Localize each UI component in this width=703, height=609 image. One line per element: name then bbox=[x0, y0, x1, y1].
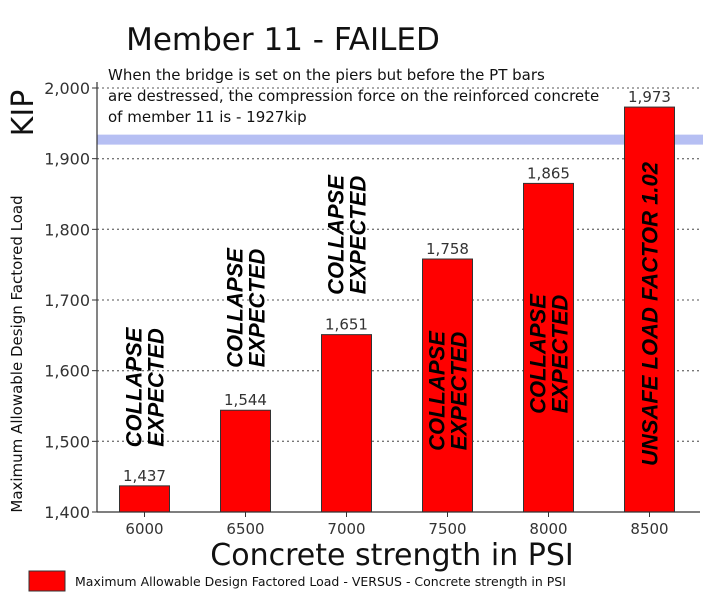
bar-note-text: COLLAPSE bbox=[122, 326, 147, 447]
annotation-layer: When the bridge is set on the piers but … bbox=[108, 66, 599, 126]
bar-value-label: 1,973 bbox=[628, 88, 671, 106]
x-tick-label: 8000 bbox=[529, 520, 567, 538]
y-axis-label: Maximum Allowable Design Factored Load bbox=[8, 195, 26, 512]
x-tick-label: 6500 bbox=[226, 520, 264, 538]
bar-note-text: COLLAPSE bbox=[223, 247, 248, 368]
x-tick-label: 7000 bbox=[327, 520, 365, 538]
x-axis-label: Concrete strength in PSI bbox=[210, 538, 573, 573]
bar-note-text: EXPECTED bbox=[548, 295, 573, 414]
y-tick-label: 1,800 bbox=[44, 220, 90, 239]
bar bbox=[523, 182, 574, 513]
bar-note-text: COLLAPSE bbox=[526, 293, 551, 414]
chart-title: Member 11 - FAILED bbox=[126, 22, 440, 58]
bar-note-text: EXPECTED bbox=[447, 332, 472, 451]
bar bbox=[422, 258, 473, 513]
bar-value-label: 1,758 bbox=[426, 240, 469, 258]
bar-note-text: EXPECTED bbox=[346, 176, 371, 295]
y-tick-label: 2,000 bbox=[44, 79, 90, 98]
y-unit-label: KIP bbox=[6, 90, 41, 137]
bar-note-text: UNSAFE LOAD FACTOR 1.02 bbox=[638, 161, 663, 466]
y-tick-label: 1,600 bbox=[44, 362, 90, 381]
y-tick-label: 1,900 bbox=[44, 150, 90, 169]
annotation-line: When the bridge is set on the piers but … bbox=[108, 66, 545, 84]
bar-notes-layer: COLLAPSEEXPECTEDCOLLAPSEEXPECTEDCOLLAPSE… bbox=[122, 161, 663, 466]
x-tick-label: 6000 bbox=[125, 520, 163, 538]
grid-layer bbox=[97, 87, 700, 442]
x-tick-label: 8500 bbox=[630, 520, 668, 538]
bar-note-text: COLLAPSE bbox=[425, 330, 450, 451]
bar bbox=[321, 334, 372, 513]
annotation-line: of member 11 is - 1927kip bbox=[108, 108, 307, 126]
legend-swatch bbox=[28, 570, 66, 592]
bar-value-label: 1,865 bbox=[527, 164, 570, 182]
x-tick-label: 7500 bbox=[428, 520, 466, 538]
bar-note-text: EXPECTED bbox=[245, 249, 270, 368]
y-tick-label: 1,700 bbox=[44, 291, 90, 310]
bar-note-text: EXPECTED bbox=[144, 328, 169, 447]
y-tick-label: 1,500 bbox=[44, 432, 90, 451]
axes-layer: 1,400 1,500 1,600 1,700 1,800 1,900 2,000 6000 6… bbox=[44, 79, 700, 538]
legend-label: Maximum Allowable Design Factored Load -… bbox=[75, 574, 566, 589]
bar bbox=[220, 409, 271, 513]
y-tick-label: 1,400 bbox=[44, 503, 90, 522]
legend: Maximum Allowable Design Factored Load -… bbox=[28, 570, 566, 592]
bar-value-label: 1,544 bbox=[224, 391, 267, 409]
bars-layer: 1,437 1,544 1,651 1,758 1,865 1,973 bbox=[119, 88, 675, 513]
bar bbox=[119, 485, 170, 513]
bar-value-label: 1,651 bbox=[325, 316, 368, 334]
bar-value-label: 1,437 bbox=[123, 467, 166, 485]
bar bbox=[624, 106, 675, 513]
annotation-line: are destressed, the compression force on… bbox=[108, 87, 599, 105]
bar-note-text: COLLAPSE bbox=[324, 174, 349, 295]
